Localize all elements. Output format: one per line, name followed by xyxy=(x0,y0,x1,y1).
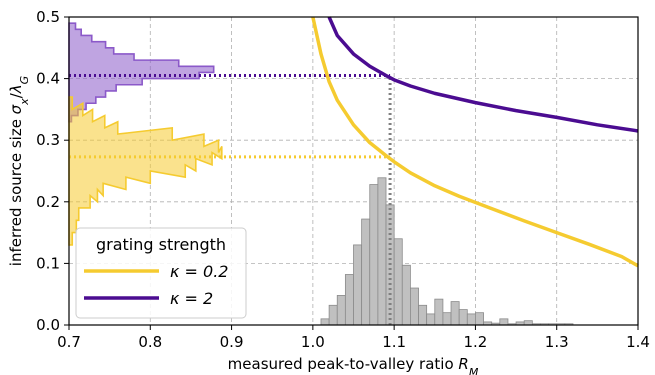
x-tick-label: 0.8 xyxy=(138,333,162,351)
legend-entry-k2: κ = 2 xyxy=(170,289,213,308)
legend: grating strength κ = 0.2 κ = 2 xyxy=(75,227,247,319)
measured-histogram-bar xyxy=(409,287,419,326)
reference-lines xyxy=(69,74,392,325)
y-tick-label: 0.5 xyxy=(36,8,60,26)
x-tick-label: 1.3 xyxy=(545,333,569,351)
measured-histogram-bar xyxy=(393,238,403,326)
x-tick-label: 1.4 xyxy=(626,333,650,351)
y-tick-label: 0.4 xyxy=(36,70,60,88)
measured-histogram-bar xyxy=(426,313,436,326)
inferred-histogram-k2 xyxy=(68,22,215,123)
y-axis-label: inferred source size σx/λG xyxy=(7,76,31,266)
measured-histogram-bar xyxy=(458,309,468,326)
x-tick-label: 1.2 xyxy=(463,333,487,351)
x-tick-label: 1.1 xyxy=(382,333,406,351)
legend-box xyxy=(75,227,247,319)
x-tick-label: 1.0 xyxy=(301,333,325,351)
x-tick-label: 0.9 xyxy=(220,333,244,351)
measured-histogram-bar xyxy=(377,177,387,326)
x-axis-label: measured peak-to-valley ratio RM xyxy=(228,355,479,375)
legend-title: grating strength xyxy=(96,235,226,254)
measured-histogram-bar xyxy=(523,320,533,326)
measured-histogram-bar xyxy=(320,318,330,326)
measured-histogram-bar xyxy=(369,184,379,326)
measured-histogram-bar xyxy=(418,304,428,326)
y-tick-label: 0.3 xyxy=(36,131,60,149)
measured-histogram-bar xyxy=(336,295,346,326)
measured-histogram-bar xyxy=(434,298,444,326)
legend-entry-k02: κ = 0.2 xyxy=(170,262,228,281)
measured-histogram-bar xyxy=(353,244,363,326)
measured-histogram-bar xyxy=(361,218,371,326)
measured-histogram-bar xyxy=(442,312,452,326)
x-tick-label: 0.7 xyxy=(57,333,81,351)
y-tick-label: 0.2 xyxy=(36,193,60,211)
measured-histogram-bar xyxy=(466,313,476,326)
y-tick-label: 0.1 xyxy=(36,254,60,272)
series-line-k02 xyxy=(311,16,639,268)
measured-histogram-bar xyxy=(344,274,354,326)
measured-histogram-bar xyxy=(475,312,484,326)
measured-histogram-bar xyxy=(499,318,509,326)
inferred-histogram-k02 xyxy=(68,96,223,246)
measured-histogram-bar xyxy=(450,301,460,326)
ticks: 0.7 0.8 0.9 1.0 1.1 1.2 1.3 1.4 0.0 0.1 0.2 0.3 0.4 0… xyxy=(36,8,650,351)
curves xyxy=(311,16,639,268)
measured-histogram-bar xyxy=(401,264,411,326)
series-line-k2 xyxy=(327,16,639,133)
measured-histogram-bar xyxy=(328,304,338,326)
y-tick-label: 0.0 xyxy=(36,316,60,334)
plot-frame xyxy=(68,16,639,326)
